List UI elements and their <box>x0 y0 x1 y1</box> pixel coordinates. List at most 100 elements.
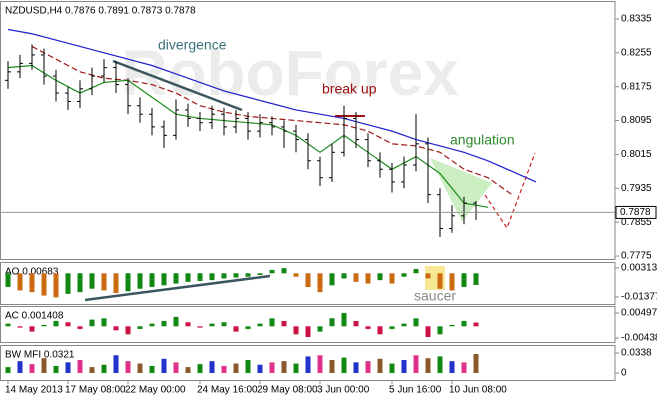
histogram-bar <box>125 361 131 374</box>
ac-panel <box>0 306 616 343</box>
histogram-bar <box>5 273 11 288</box>
histogram-bar <box>329 359 335 374</box>
y-tick-label: 0.8015 <box>621 149 652 160</box>
x-tick-label: 14 May 2013 <box>5 385 63 396</box>
histogram-bar <box>185 322 191 327</box>
histogram-bar <box>425 358 431 374</box>
panel-title: AO 0.00683 <box>5 267 59 278</box>
histogram-bar <box>293 326 299 335</box>
histogram-bar <box>113 355 119 374</box>
annotation: divergence <box>158 37 227 53</box>
histogram-bar <box>329 273 335 286</box>
histogram-bar <box>437 356 443 374</box>
y-tick-label: 0.004978 <box>621 308 657 319</box>
histogram-bar <box>257 273 263 276</box>
histogram-bar <box>41 273 47 296</box>
histogram-bar <box>413 269 419 274</box>
histogram-bar <box>317 326 323 332</box>
histogram-bar <box>17 273 23 291</box>
histogram-bar <box>353 362 359 374</box>
histogram-bar <box>101 273 107 291</box>
divergence-line <box>84 274 271 302</box>
histogram-bar <box>473 322 479 327</box>
histogram-bar <box>65 273 71 294</box>
histogram-bar <box>101 364 107 374</box>
histogram-bar <box>209 361 215 374</box>
histogram-bar <box>209 323 215 327</box>
y-tick-label: 0 <box>621 368 627 379</box>
histogram-bar <box>341 312 347 327</box>
last-price-label: 0.7878 <box>620 207 651 218</box>
annotation: break up <box>322 81 377 97</box>
histogram-bar <box>29 326 35 332</box>
histogram-bar <box>173 362 179 374</box>
histogram-bar <box>245 359 251 374</box>
histogram-bar <box>389 363 395 374</box>
histogram-bar <box>53 320 59 327</box>
mfi-panel <box>0 345 616 381</box>
x-tick-label: 29 May 08:00 <box>257 385 318 396</box>
histogram-bar <box>221 365 227 374</box>
histogram-bar <box>17 361 23 374</box>
histogram-bar <box>89 273 95 289</box>
histogram-bar <box>65 362 71 374</box>
histogram-bar <box>353 320 359 327</box>
histogram-bar <box>341 273 347 279</box>
histogram-bar <box>89 367 95 374</box>
histogram-bar <box>329 318 335 327</box>
x-tick-label: 10 Jun 08:00 <box>449 385 507 396</box>
histogram-bar <box>29 364 35 374</box>
panel-title: BW MFI 0.0321 <box>5 350 75 361</box>
y-tick-label: 0.7935 <box>621 183 652 194</box>
histogram-bar <box>341 357 347 374</box>
main-panel <box>0 1 616 260</box>
y-tick-label: 0.0338 <box>621 348 652 359</box>
watermark: RoboForex <box>121 37 459 109</box>
histogram-bar <box>401 323 407 327</box>
x-tick-label: 17 May 08:00 <box>65 385 126 396</box>
histogram-bar <box>437 273 443 289</box>
histogram-bar <box>269 269 275 274</box>
histogram-bar <box>125 326 131 335</box>
y-tick-label: -0.01377 <box>621 292 657 303</box>
histogram-bar <box>293 273 299 277</box>
histogram-bar <box>257 364 263 374</box>
histogram-bar <box>377 326 383 335</box>
histogram-bar <box>161 320 167 327</box>
histogram-bar <box>197 364 203 374</box>
histogram-bar <box>185 273 191 282</box>
histogram-bar <box>377 273 383 281</box>
x-tick-label: 24 May 16:00 <box>197 385 258 396</box>
histogram-bar <box>101 318 107 327</box>
histogram-bar <box>245 273 251 277</box>
last-price-box <box>615 205 657 219</box>
histogram-bar <box>461 362 467 374</box>
histogram-bar <box>365 361 371 374</box>
histogram-bar <box>125 273 131 292</box>
ao-panel <box>0 262 616 305</box>
histogram-bar <box>41 358 47 374</box>
panel-title: NZDUSD,H4 0.7876 0.7891 0.7873 0.7878 <box>5 6 196 17</box>
histogram-bar <box>89 319 95 327</box>
histogram-bar <box>461 320 467 327</box>
y-tick-label: 0.8335 <box>621 14 652 25</box>
histogram-bar <box>317 273 323 293</box>
histogram-bar <box>5 323 11 327</box>
histogram-bar <box>365 326 371 329</box>
divergence-line <box>112 59 243 112</box>
histogram-bar <box>149 323 155 327</box>
histogram-bar <box>113 326 119 331</box>
histogram-bar <box>401 359 407 374</box>
histogram-bar <box>449 361 455 374</box>
y-tick-label: 0.8175 <box>621 81 652 92</box>
histogram-bar <box>185 367 191 374</box>
y-tick-label: -0.00438 <box>621 333 657 344</box>
histogram-bar <box>305 273 311 288</box>
histogram-bar <box>29 273 35 293</box>
histogram-bar <box>425 326 431 337</box>
histogram-bar <box>353 273 359 282</box>
panel-title: AC 0.001408 <box>5 311 64 322</box>
x-tick-label: 3 Jun 00:00 <box>317 385 370 396</box>
histogram-bar <box>113 273 119 294</box>
histogram-bar <box>269 318 275 327</box>
